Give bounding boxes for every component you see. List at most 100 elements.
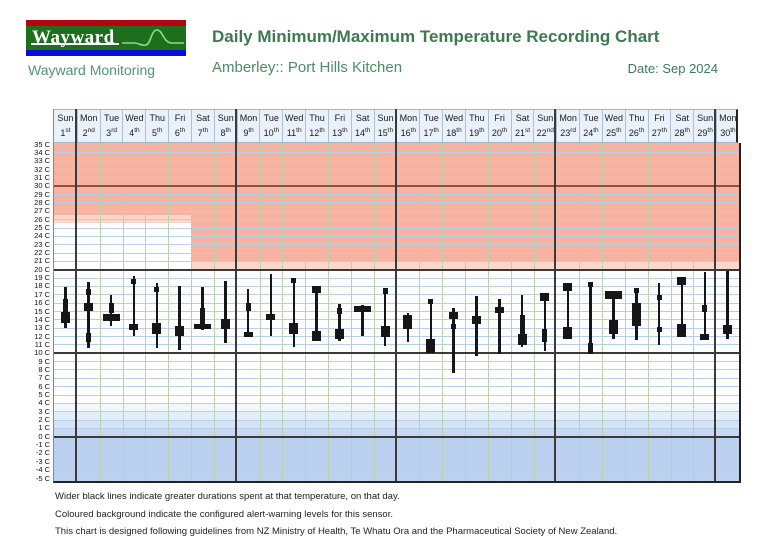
temp-duration-segment [289, 322, 299, 334]
day-gridline [487, 143, 489, 481]
y-axis-label: 16 C [34, 298, 50, 308]
y-axis-label: -4 C [35, 465, 50, 475]
date-number-label: 6th [174, 127, 186, 138]
temp-range-bar [566, 282, 569, 339]
date-cell: Sun 22nd [533, 110, 556, 142]
temp-range-bar [178, 285, 181, 351]
day-gridline [647, 143, 649, 481]
date-number-label: 17th [423, 127, 439, 138]
date-cell: Mon 16th [396, 110, 419, 142]
degree-gridline [54, 235, 739, 237]
temp-duration-segment [380, 326, 390, 337]
date-cell: Sat 21st [510, 110, 534, 142]
degree-gridline [54, 244, 739, 246]
emphasis-gridline [54, 352, 739, 355]
date-dow-label: Sun [57, 113, 74, 123]
day-gridline [602, 143, 603, 481]
date-number-label: 20th [491, 127, 508, 138]
y-axis-label: 34 C [34, 147, 50, 157]
date-dow-label: Sat [355, 113, 370, 123]
temp-duration-segment [588, 342, 594, 354]
date-cell: Wed 11th [282, 110, 305, 142]
date-number-label: 10th [263, 127, 280, 138]
day-gridline [465, 143, 466, 481]
date-dow-label: Mon [559, 113, 577, 123]
y-axis-label: 13 C [34, 323, 50, 333]
date-ordinal-suffix: th [456, 127, 462, 134]
temp-range-bar [246, 289, 250, 337]
temp-duration-segment [588, 281, 594, 287]
day-gridline [670, 143, 672, 481]
date-ordinal-suffix: th [134, 127, 140, 134]
temp-duration-segment [129, 323, 139, 331]
date-number-label: 4th [129, 127, 140, 138]
temp-duration-segment [656, 326, 662, 332]
temp-duration-segment [700, 333, 710, 341]
degree-gridline [54, 336, 739, 338]
degree-gridline [54, 361, 739, 363]
date-dow-label: Sun [537, 113, 554, 123]
y-axis-label: 19 C [34, 273, 50, 283]
date-dow-label: Fri [174, 113, 186, 123]
date-ordinal-suffix: rd [111, 127, 117, 134]
date-number-label: 13th [332, 127, 348, 138]
date-dow-label: Thu [469, 113, 485, 123]
date-number-label: 23rd [560, 127, 577, 138]
temp-duration-segment [220, 319, 230, 329]
emphasis-gridline [54, 268, 739, 271]
date-number-label: 25th [606, 127, 622, 138]
date-dow-label: Wed [285, 113, 304, 123]
logo-underline [31, 43, 119, 45]
temp-range-bar [429, 299, 432, 353]
temp-range-bar [224, 280, 227, 343]
y-axis-label: 21 C [34, 256, 50, 266]
temp-duration-segment [563, 326, 573, 339]
degree-gridline [54, 319, 739, 321]
temp-duration-segment [353, 305, 371, 312]
y-axis-label: 29 C [34, 189, 50, 199]
degree-gridline [54, 160, 739, 162]
date-cell: Tue 24th [579, 110, 602, 142]
date-number-label: 30th [720, 127, 736, 138]
alert-zone-low-fade [54, 427, 739, 437]
temp-duration-segment [193, 323, 211, 330]
week-separator-line [74, 109, 77, 481]
degree-gridline [54, 377, 739, 379]
date-cell: Wed 18th [442, 110, 465, 142]
temp-duration-segment [471, 316, 481, 325]
temp-range-bar [452, 307, 455, 373]
y-axis-label: 15 C [34, 306, 50, 316]
y-axis-label: 23 C [34, 239, 50, 249]
temp-range-bar [589, 281, 592, 354]
day-gridline [122, 143, 124, 481]
temp-duration-segment [633, 287, 639, 293]
day-gridline [191, 143, 192, 481]
temp-duration-segment [449, 311, 459, 320]
temp-duration-segment [154, 286, 160, 292]
temp-duration-segment [631, 303, 641, 327]
date-number-label: 28th [674, 127, 690, 138]
date-cell: Sat 7th [190, 110, 214, 142]
date-dow-label: Tue [583, 113, 599, 123]
date-cell: Sun 15th [373, 110, 397, 142]
y-axis-label: 35 C [34, 139, 50, 149]
date-dow-label: Sat [196, 113, 210, 123]
date-cell: Mon 2nd [76, 110, 100, 142]
date-cell: Sat 14th [350, 110, 374, 142]
date-dow-label: Sun [217, 113, 234, 123]
date-number-label: 24th [583, 127, 599, 138]
date-cell: Sat 28th [670, 110, 693, 142]
y-axis-label: 6 C [38, 381, 50, 391]
date-ordinal-suffix: th [707, 127, 713, 134]
degree-gridline [54, 386, 739, 388]
date-number-label: 22nd [536, 127, 554, 138]
footer-note: Coloured background indicate the configu… [55, 508, 393, 520]
emphasis-gridline [54, 435, 739, 438]
degree-gridline [54, 252, 739, 254]
date-cell: Mon 30th [716, 110, 739, 142]
date-ordinal-suffix: th [433, 127, 439, 134]
date-cell: Thu 26th [624, 110, 648, 142]
degree-gridline [54, 311, 739, 312]
date-dow-label: Tue [263, 113, 279, 123]
date-dow-label: Sun [697, 113, 714, 123]
